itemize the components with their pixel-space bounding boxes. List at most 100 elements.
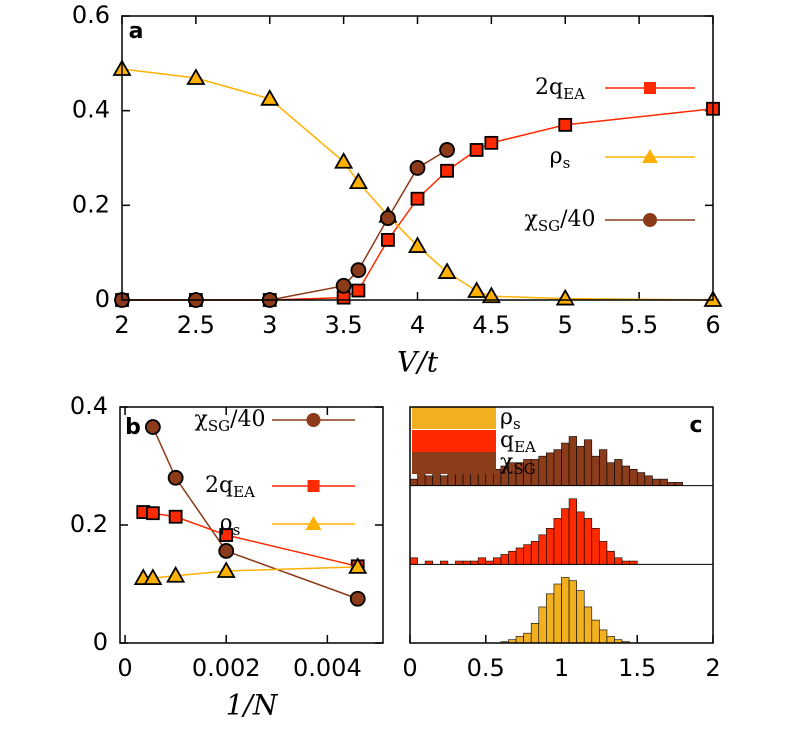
legend-label: qEA [500, 428, 536, 456]
hist-bar [652, 478, 661, 486]
hist-bar [591, 619, 600, 644]
marker [348, 557, 368, 574]
hist-bar [599, 449, 608, 486]
hist-bar [606, 462, 615, 486]
marker [469, 143, 484, 157]
y-tick-label: 0.6 [72, 1, 110, 29]
hist-bar [409, 557, 418, 565]
hist-bar [591, 455, 600, 486]
hist-bar [561, 442, 570, 486]
marker [186, 68, 206, 85]
marker [381, 232, 395, 247]
legend-label: ρs [500, 405, 521, 433]
x-tick-label: 1.5 [618, 654, 656, 682]
marker [555, 288, 575, 306]
marker [348, 172, 368, 190]
hist-bar [500, 554, 509, 565]
legend-marker [307, 480, 320, 492]
hist-bar [614, 557, 623, 565]
marker [166, 565, 186, 583]
plot-frame [409, 406, 714, 644]
hist-bar [636, 472, 646, 486]
marker [335, 277, 352, 294]
legend-label: χSG/40 [524, 207, 595, 235]
marker [260, 89, 280, 106]
marker [144, 419, 161, 435]
hist-bar [599, 541, 608, 565]
legend-marker [642, 149, 658, 163]
hist-bar [462, 472, 471, 486]
y-tick-label: 0.2 [70, 510, 108, 538]
marker [351, 283, 366, 298]
marker [380, 210, 396, 227]
x-tick-label: 0.002 [192, 654, 261, 682]
hist-bar [508, 550, 517, 565]
x-tick-label: 0 [117, 654, 132, 682]
hist-bar [538, 455, 547, 486]
marker [440, 163, 454, 178]
marker [168, 509, 183, 524]
hist-bar [538, 606, 547, 644]
marker [145, 506, 160, 521]
legend-label: χSG [500, 450, 536, 478]
hist-bar [477, 557, 487, 565]
legend-marker [643, 213, 657, 227]
hist-bar [515, 547, 524, 565]
hist-bar [591, 527, 600, 565]
hist-bar [538, 534, 547, 565]
hist-bar [546, 593, 555, 644]
marker [558, 117, 573, 132]
hist-bar [546, 527, 555, 565]
hist-bar [621, 465, 630, 486]
y-tick-label: 0.2 [72, 190, 110, 218]
marker [349, 590, 366, 607]
marker [219, 528, 234, 542]
hist-bar [568, 436, 577, 486]
x-tick-label: 3 [262, 311, 277, 339]
hist-bar [583, 439, 593, 486]
hist-bar [553, 583, 562, 644]
panel-label: b [125, 415, 141, 440]
marker [467, 281, 487, 298]
legend-label: 2qEA [205, 473, 255, 501]
hist-bar [561, 508, 570, 565]
marker [410, 191, 425, 206]
x-tick-label: 1 [554, 654, 569, 682]
legend-label: ρs [550, 144, 571, 172]
legend-label: χSG/40 [194, 407, 265, 435]
marker [143, 568, 163, 585]
x-tick-label: 6 [705, 311, 720, 339]
hist-bar [568, 580, 577, 644]
x-tick-label: 2 [114, 311, 129, 339]
hist-bar [515, 636, 524, 644]
hist-bar [553, 449, 562, 486]
x-tick-label: 5 [558, 311, 573, 339]
x-tick-label: 3.5 [325, 311, 363, 339]
hist-bar [530, 541, 540, 565]
x-tick-label: 5.5 [620, 311, 658, 339]
hist-bar [546, 452, 555, 486]
hist-bar [523, 632, 532, 644]
x-tick-label: 0.5 [467, 654, 505, 682]
hist-bar [576, 590, 585, 644]
marker [407, 236, 428, 253]
x-tick-label: 4.5 [472, 311, 510, 339]
plot-frame [119, 406, 384, 644]
marker [167, 469, 184, 486]
marker [409, 160, 426, 176]
hist-bar [576, 511, 585, 565]
x-axis-label: 1/N [226, 689, 279, 722]
x-tick-label: 4 [410, 311, 425, 339]
hist-bar [553, 518, 562, 565]
x-axis-label: V/t [397, 346, 439, 379]
hist-bar [576, 446, 585, 486]
plot-frame [121, 15, 714, 301]
hist-bar [606, 636, 615, 644]
hist-bar [629, 468, 638, 486]
y-tick-label: 0 [93, 628, 108, 656]
legend-label: ρs [220, 511, 241, 539]
x-tick-label: 0.004 [293, 654, 362, 682]
x-tick-label: 2 [705, 654, 720, 682]
series-line [121, 68, 714, 301]
